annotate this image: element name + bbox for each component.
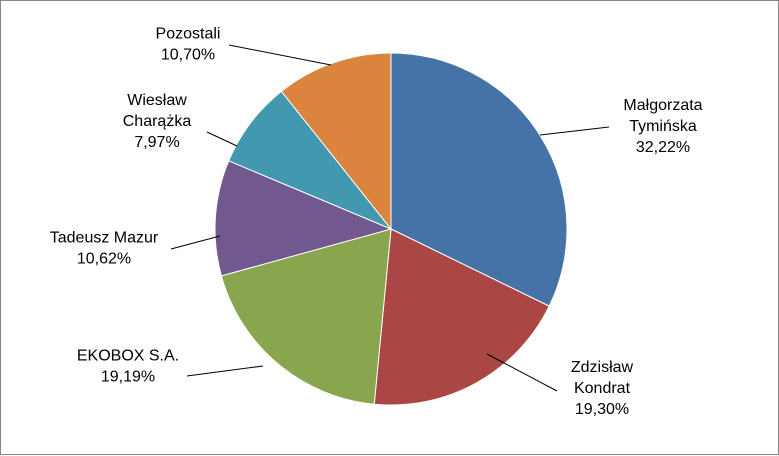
data-label-name: Małgorzata xyxy=(623,97,702,114)
data-label-percent: 19,30% xyxy=(575,401,629,418)
data-label-name: Tadeusz Mazur xyxy=(50,230,159,247)
data-label-name: Charążka xyxy=(123,113,192,130)
data-label-name: EKOBOX S.A. xyxy=(77,348,179,365)
pie-slice xyxy=(280,52,392,231)
leader-line xyxy=(228,44,332,66)
pie-slice xyxy=(214,160,393,277)
data-label-name: Zdzisław xyxy=(571,359,634,376)
data-label-percent: 32,22% xyxy=(636,139,690,156)
pie-labels: Małgorzata Tymińska 32,22% Zdzisław Kondrat 1… xyxy=(50,26,703,419)
leader-line xyxy=(539,126,610,136)
data-label-percent: 10,62% xyxy=(77,251,131,268)
leader-line xyxy=(186,365,264,377)
leader-line xyxy=(486,353,558,392)
pie-slices xyxy=(214,52,568,406)
leader-line xyxy=(170,235,221,250)
data-label-percent: 10,70% xyxy=(161,47,215,64)
leader-line xyxy=(206,131,238,147)
pie-slice xyxy=(390,52,568,307)
pie-slice xyxy=(220,228,392,405)
data-label-name: Pozostali xyxy=(156,26,221,43)
pie-slice xyxy=(373,228,550,406)
data-label-name: Kondrat xyxy=(574,380,631,397)
data-label-name: Tymińska xyxy=(629,118,697,135)
data-label-percent: 7,97% xyxy=(134,134,179,151)
data-label-percent: 19,19% xyxy=(101,369,155,386)
data-label-name: Wiesław xyxy=(127,92,187,109)
